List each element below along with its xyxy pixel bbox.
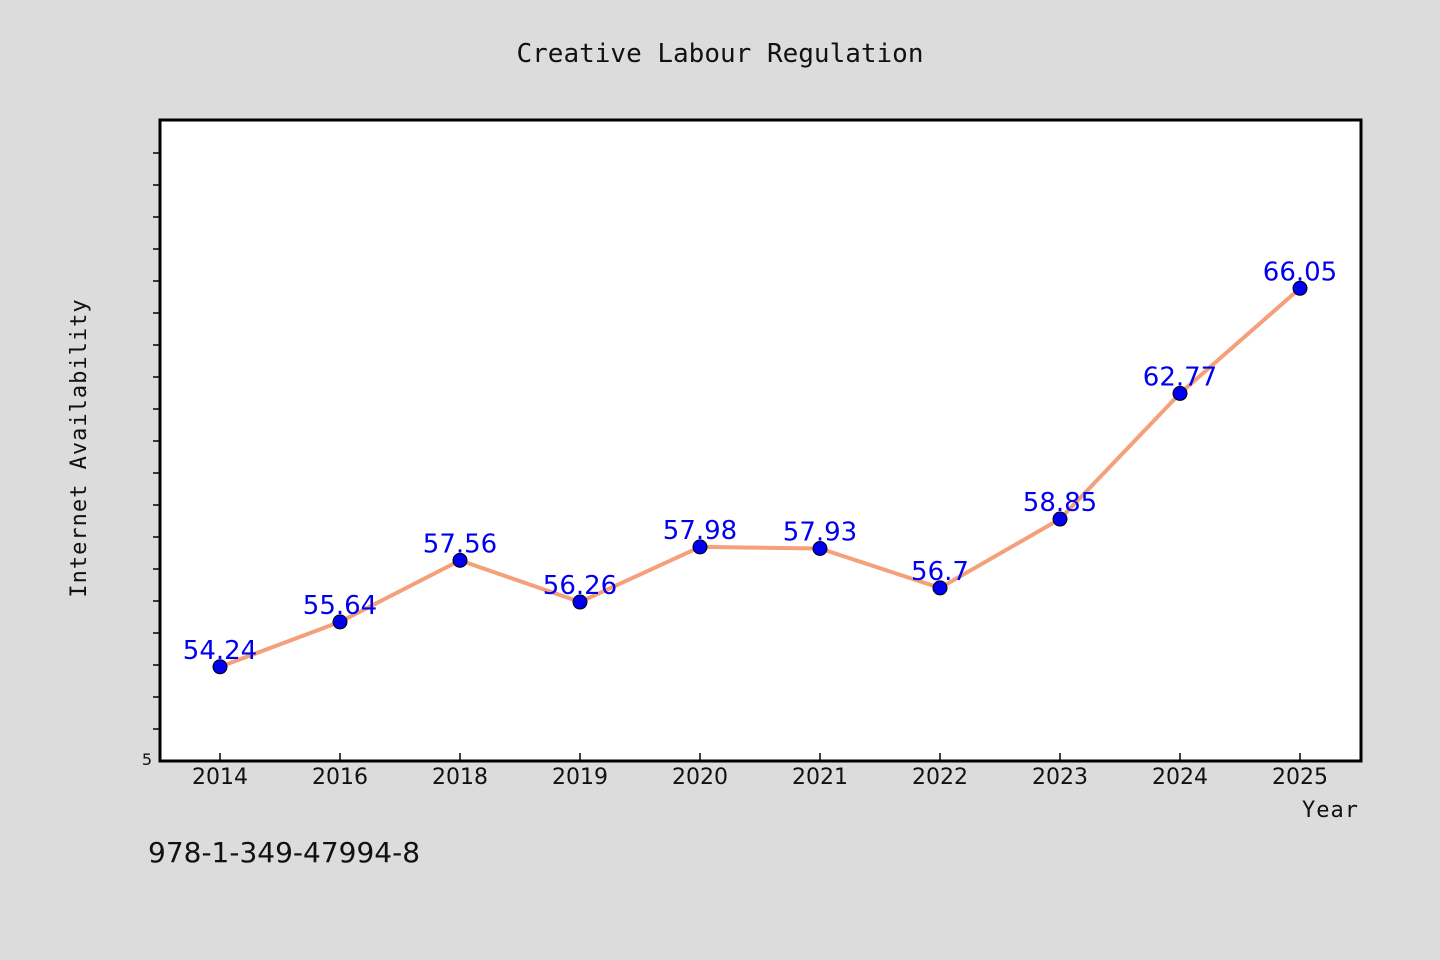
data-label: 57.56 xyxy=(423,529,497,559)
x-tick-label: 2018 xyxy=(432,765,488,790)
data-point xyxy=(932,580,948,596)
y-axis-label: Internet Availability xyxy=(67,298,92,597)
data-label: 56.26 xyxy=(543,571,617,601)
data-label: 58.85 xyxy=(1023,488,1097,518)
x-tick-label: 2016 xyxy=(312,765,368,790)
data-label: 54.24 xyxy=(183,636,257,666)
x-tick-label: 2020 xyxy=(672,765,728,790)
x-axis-ticks: 2014 2016 2018 2019 2020 2021 2022 2023 2024 2025 xyxy=(192,753,1328,790)
x-tick-label: 2025 xyxy=(1272,765,1328,790)
x-axis-label: Year xyxy=(1302,798,1359,823)
data-point xyxy=(692,539,708,555)
data-labels: 54.24 55.64 57.56 56.26 57.98 57.93 56.7 58.85 6… xyxy=(183,257,1337,666)
data-label: 55.64 xyxy=(303,591,377,621)
data-label: 62.77 xyxy=(1143,362,1217,392)
data-label: 66.05 xyxy=(1263,257,1337,287)
data-label: 57.93 xyxy=(783,518,857,548)
x-tick-label: 2014 xyxy=(192,765,248,790)
chart-title: Creative Labour Regulation xyxy=(517,39,924,69)
x-tick-label: 2024 xyxy=(1152,765,1208,790)
series-line-group xyxy=(219,286,1302,669)
data-point xyxy=(1172,385,1188,401)
data-markers xyxy=(212,280,1308,675)
data-point xyxy=(1052,511,1068,527)
data-point xyxy=(452,552,468,568)
data-label: 56.7 xyxy=(911,557,969,587)
x-tick-label: 2023 xyxy=(1032,765,1088,790)
y-tick-label: 5 xyxy=(142,750,152,769)
data-point xyxy=(812,541,828,557)
y-axis-ticks xyxy=(153,152,160,730)
data-point xyxy=(212,659,228,675)
data-label: 57.98 xyxy=(663,516,737,546)
data-point xyxy=(572,594,588,610)
plot-area xyxy=(158,118,1363,763)
x-tick-label: 2019 xyxy=(552,765,608,790)
data-point xyxy=(332,614,348,630)
series-line xyxy=(219,286,1302,669)
x-tick-label: 2021 xyxy=(792,765,848,790)
x-tick-label: 2022 xyxy=(912,765,968,790)
data-point xyxy=(1292,280,1308,296)
